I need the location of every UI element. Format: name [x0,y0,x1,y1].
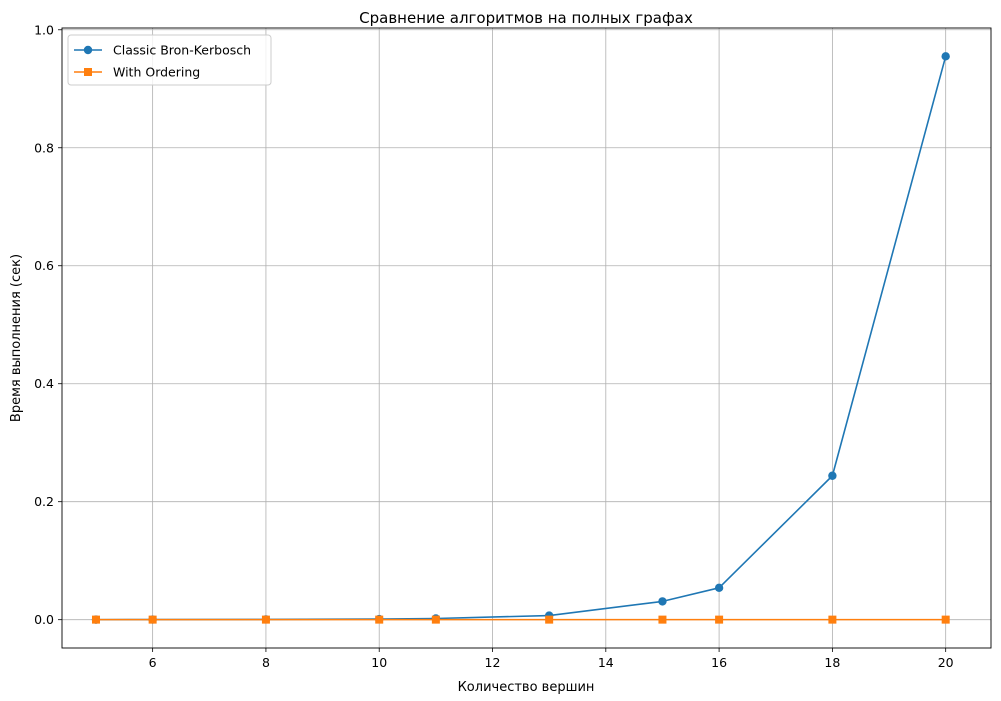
data-point [658,615,667,624]
x-tick-label: 16 [711,655,727,670]
series-line [95,56,947,621]
x-axis-label: Количество вершин [458,680,595,695]
legend-marker-ordering [84,68,92,76]
x-tick-label: 20 [938,655,954,670]
data-point [261,615,270,624]
data-point [828,471,837,480]
legend-label-ordering: With Ordering [113,65,200,80]
x-tick-label: 12 [485,655,501,670]
y-tick-label: 0.4 [34,376,54,391]
y-tick-label: 0.2 [34,494,54,509]
x-tick-label: 18 [824,655,840,670]
data-point [545,615,554,624]
x-tick-label: 6 [149,655,157,670]
chart-title: Сравнение алгоритмов на полных графах [359,9,693,27]
x-tick-label: 10 [371,655,387,670]
legend-label-classic: Classic Bron-Kerbosch [113,43,251,58]
y-tick-label: 0.0 [34,612,54,627]
x-axis: 6 8 10 12 14 16 18 20 [149,648,954,670]
y-tick-label: 0.6 [34,258,54,273]
y-tick-label: 0.8 [34,140,54,155]
data-point [658,597,667,606]
legend-marker-classic [83,45,93,55]
data-point [375,615,384,624]
series-1 [91,615,950,624]
data-point [715,615,724,624]
data-point [714,583,724,593]
y-axis: 0.0 0.2 0.4 0.6 0.8 1.0 [34,22,62,627]
data-point [91,615,100,624]
data-point [941,615,950,624]
plot-area [61,27,992,649]
data-point [148,615,157,624]
legend-box [67,34,272,86]
y-axis-label: Время выполнения (сек) [9,254,24,422]
data-point [828,615,837,624]
series-layer [91,52,950,624]
x-tick-label: 14 [598,655,614,670]
grid [62,28,991,648]
legend: Classic Bron-Kerbosch With Ordering [67,34,272,86]
data-point [941,52,950,61]
series-0 [91,52,950,624]
data-point [431,615,440,624]
y-tick-label: 1.0 [34,22,54,37]
x-tick-label: 8 [262,655,270,670]
